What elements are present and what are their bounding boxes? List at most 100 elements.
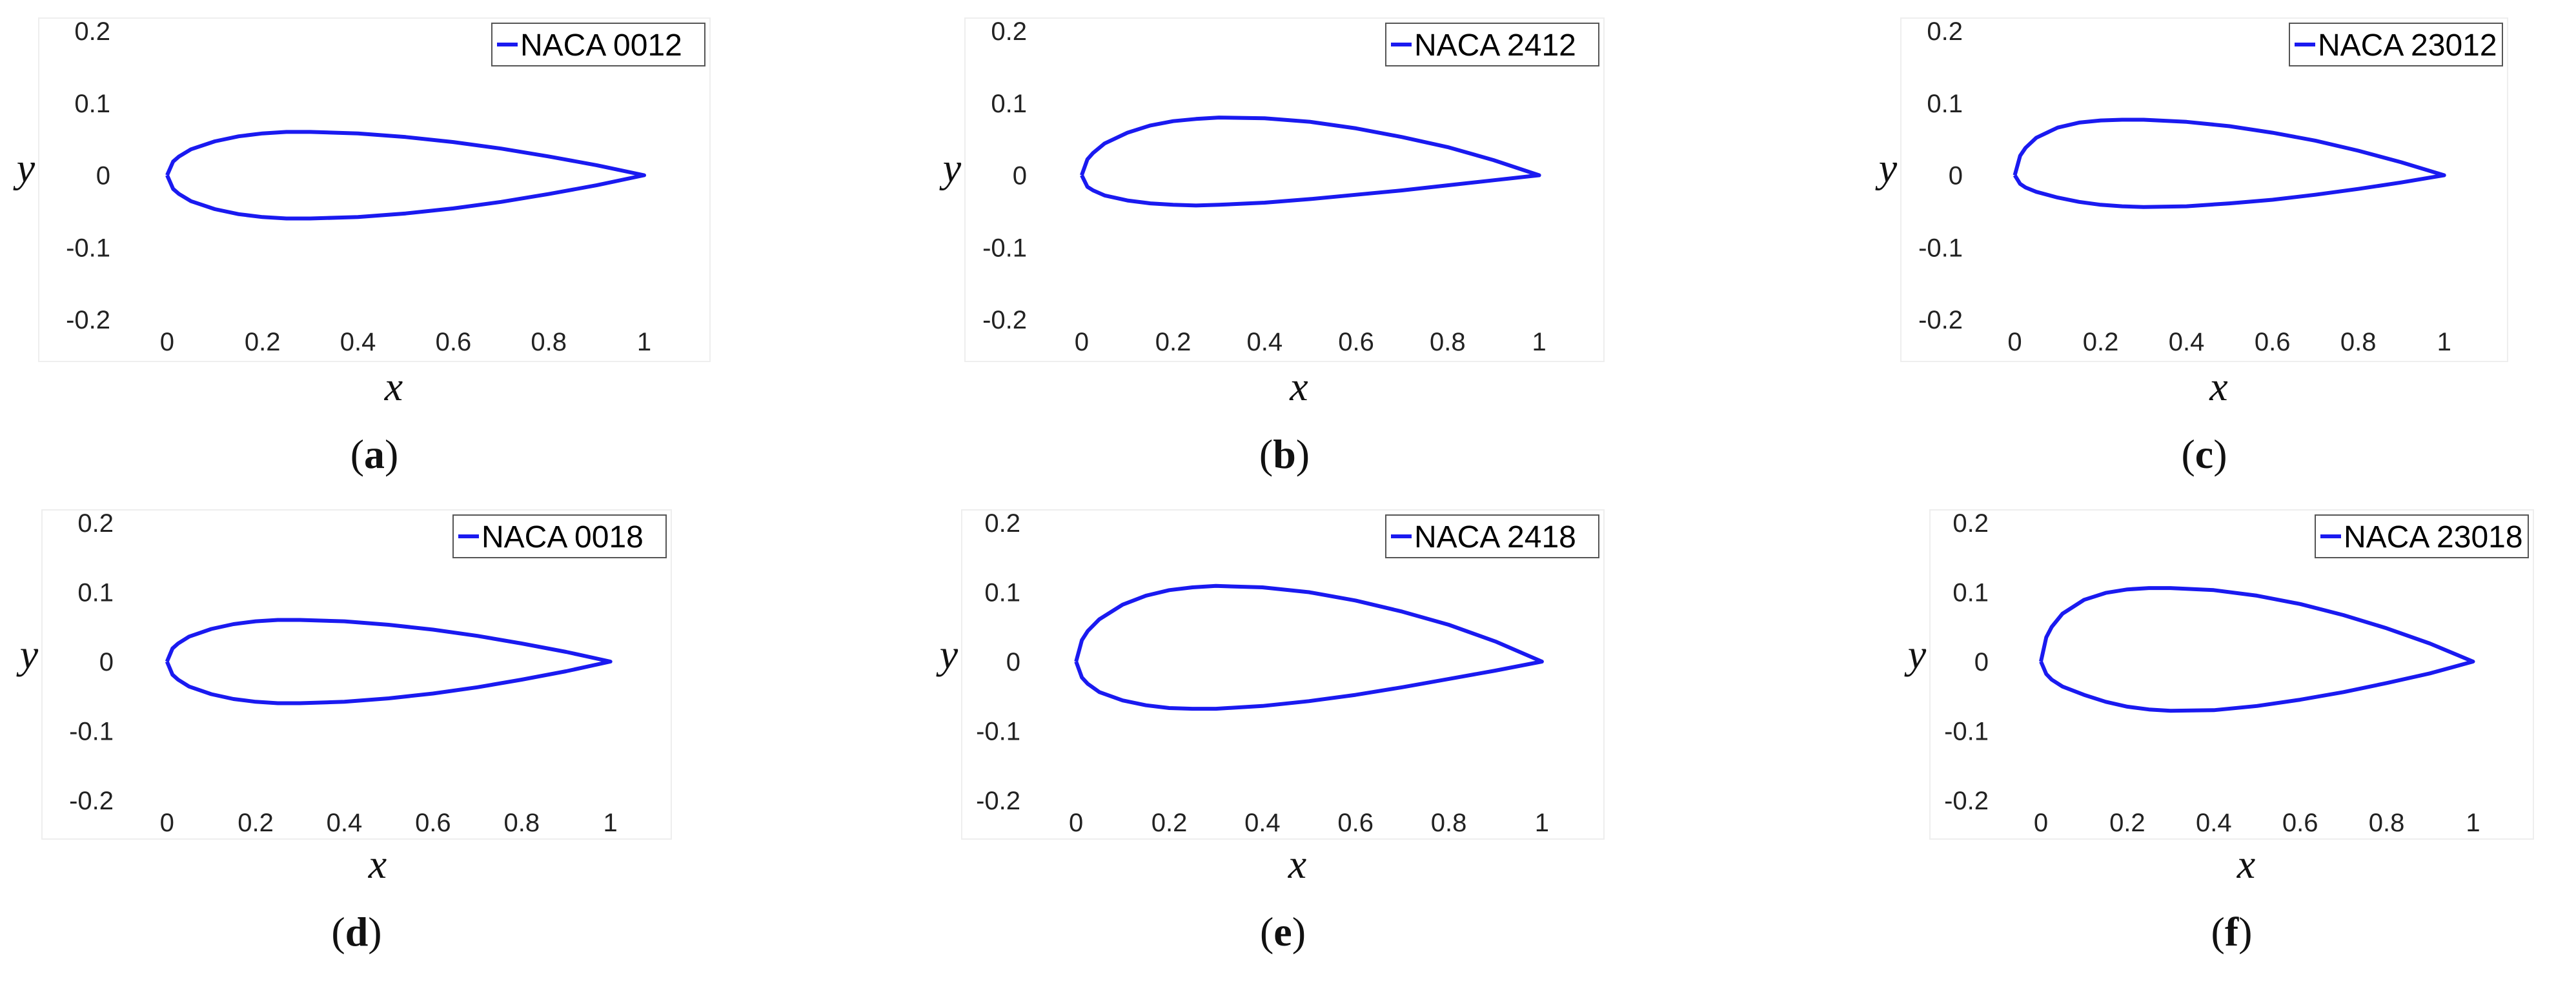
y-tick-label: 0.1 [1927,90,1963,118]
panel-caption: (a) [350,431,399,477]
legend-box [491,23,705,66]
y-tick-label: 0.1 [77,579,114,607]
x-tick-label: 1 [2466,809,2480,837]
legend-label: NACA 0012 [520,28,682,63]
x-tick-label: 0 [1075,328,1089,356]
y-tick-label: 0.2 [1927,17,1963,46]
x-axis-label: x [2209,363,2227,409]
legend: NACA 0018 [452,514,667,558]
legend-label: NACA 2418 [1414,520,1576,554]
x-tick-label: 0.4 [327,809,363,837]
y-tick-label: -0.1 [1918,234,1963,262]
legend-box [1385,514,1599,558]
y-tick-label: 0 [1974,648,1989,676]
y-axis-label: y [1875,145,1898,191]
legend: NACA 2412 [1385,23,1599,66]
x-tick-label: 0.2 [2109,809,2145,837]
x-tick-label: 0.6 [436,328,472,356]
y-tick-label: -0.1 [982,234,1027,262]
y-tick-label: 0.2 [77,509,114,538]
chart-panel-d: 0.2 0.1 0 -0.1 -0.2 0 0.2 0.4 0.6 0.8 1 x y NACA 0018… [16,509,672,955]
y-tick-label: 0.1 [1952,579,1989,607]
airfoil-line [2039,586,2475,713]
x-tick-label: 0 [1069,809,1083,837]
chart-panel-b: 0.2 0.1 0 -0.1 -0.2 0 0.2 0.4 0.6 0.8 1 x y NACA 2412… [939,17,1605,477]
panel-frame [1900,17,2508,362]
y-tick-label: 0 [1949,162,1963,190]
y-tick-label: -0.2 [976,787,1020,815]
y-tick-label: 0 [96,162,110,190]
legend: NACA 2418 [1385,514,1599,558]
y-tick-label: 0 [99,648,114,676]
y-tick-label: -0.1 [69,718,114,746]
panel-frame [38,17,711,362]
legend-label: NACA 23018 [2344,520,2523,554]
x-tick-label: 0.2 [245,328,281,356]
x-tick-label: 0.4 [340,328,376,356]
panel-frame [961,509,1605,840]
x-tick-label: 0.8 [503,809,540,837]
panel-frame [1929,509,2534,840]
y-tick-label: -0.2 [1944,787,1989,815]
x-axis-label: x [1289,363,1308,409]
x-tick-label: 0.6 [2282,809,2318,837]
x-axis-label: x [384,363,403,409]
x-tick-label: 1 [2437,328,2451,356]
x-tick-label: 0.4 [2169,328,2205,356]
y-tick-label: 0 [1006,648,1020,676]
x-tick-label: 0.8 [2369,809,2405,837]
y-tick-label: 0.1 [984,579,1020,607]
y-tick-label: -0.2 [69,787,114,815]
chart-panel-f: 0.2 0.1 0 -0.1 -0.2 0 0.2 0.4 0.6 0.8 1 x y NACA 2301… [1904,509,2534,955]
y-tick-label: 0.2 [984,509,1020,538]
panel-caption: (e) [1260,909,1306,955]
y-tick-label: 0.1 [991,90,1027,118]
legend-label: NACA 0018 [482,520,644,554]
airfoil-line [165,618,613,705]
x-tick-label: 0.2 [1151,809,1188,837]
legend-box [1385,23,1599,66]
chart-panel-a: 0.2 0.1 0 -0.1 -0.2 0 0.2 0.4 0.6 0.8 1 x y NACA 0012… [13,17,711,477]
x-tick-label: 0.6 [1338,328,1374,356]
legend-label: NACA 23012 [2318,28,2497,63]
x-tick-label: 0.4 [1247,328,1283,356]
y-tick-label: -0.1 [1944,718,1989,746]
x-tick-label: 0.6 [2255,328,2291,356]
x-tick-label: 0.8 [2340,328,2377,356]
y-axis-label: y [936,631,958,677]
x-axis-label: x [2236,841,2255,887]
x-tick-label: 0.8 [531,328,567,356]
x-tick-label: 0.2 [1155,328,1192,356]
x-tick-label: 1 [1532,328,1546,356]
airfoil-line [165,130,646,221]
panel-caption: (c) [2181,431,2227,477]
x-tick-label: 0.4 [2196,809,2232,837]
panel-caption: (f) [2211,909,2253,955]
x-tick-label: 1 [637,328,651,356]
x-tick-label: 0 [160,328,174,356]
y-tick-label: 0 [1013,162,1027,190]
y-tick-label: -0.1 [976,718,1020,746]
x-tick-label: 0 [2007,328,2022,356]
chart-panel-c: 0.2 0.1 0 -0.1 -0.2 0 0.2 0.4 0.6 0.8 1 x y NACA 2301… [1875,17,2508,477]
airfoil-line [1074,583,1544,711]
x-tick-label: 0.4 [1244,809,1281,837]
x-tick-label: 0.6 [1337,809,1374,837]
y-tick-label: -0.2 [982,306,1027,334]
y-tick-label: 0.2 [991,17,1027,46]
panel-caption: (b) [1259,431,1310,477]
x-axis-label: x [1288,841,1306,887]
panel-frame [964,17,1605,362]
x-tick-label: 0.2 [2083,328,2119,356]
y-tick-label: 0.2 [74,17,110,46]
airfoil-line [1080,116,1541,208]
y-tick-label: -0.1 [66,234,110,262]
legend-box [452,514,667,558]
panel-frame [41,509,672,840]
y-axis-label: y [939,145,962,191]
legend: NACA 23018 [2315,514,2529,558]
legend: NACA 0012 [491,23,705,66]
y-tick-label: -0.2 [66,306,110,334]
y-tick-label: 0.2 [1952,509,1989,538]
